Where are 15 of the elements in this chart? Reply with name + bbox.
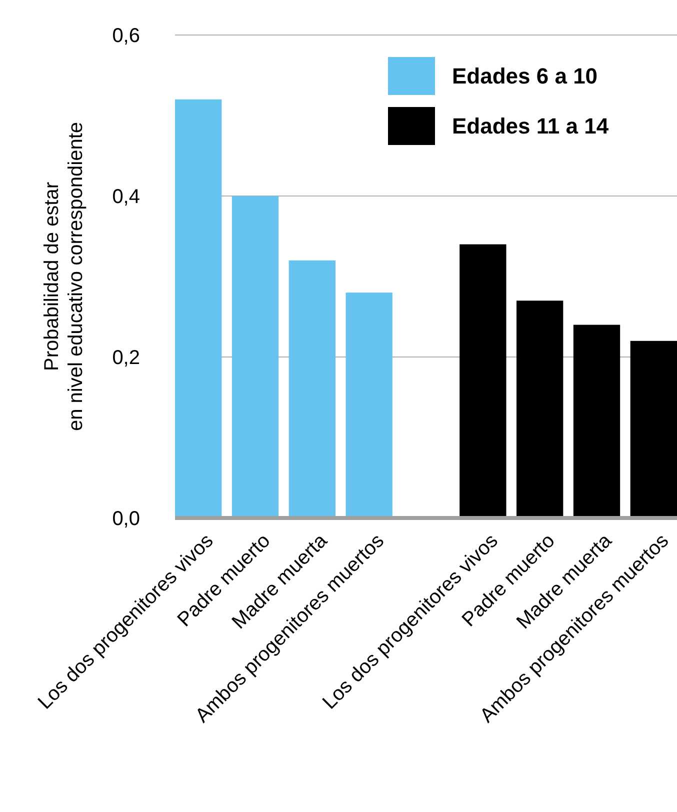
y-axis-title: Probabilidad de estar en nivel educativo correspondiente: [41, 122, 87, 432]
y-tick-label: 0,0: [112, 508, 140, 530]
bar: [516, 300, 564, 518]
bar: [232, 196, 279, 518]
y-tick-label: 0,4: [112, 186, 140, 208]
bar: [630, 340, 677, 518]
bar: [460, 244, 506, 518]
bar: [346, 292, 392, 518]
y-tick-label: 0,2: [112, 347, 140, 369]
bar: [288, 260, 336, 518]
bar: [573, 324, 620, 518]
legend-label: Edades 11 a 14: [452, 114, 610, 139]
legend-label: Edades 6 a 10: [452, 64, 598, 89]
y-tick-label: 0,6: [112, 25, 140, 47]
bar: [175, 99, 222, 518]
